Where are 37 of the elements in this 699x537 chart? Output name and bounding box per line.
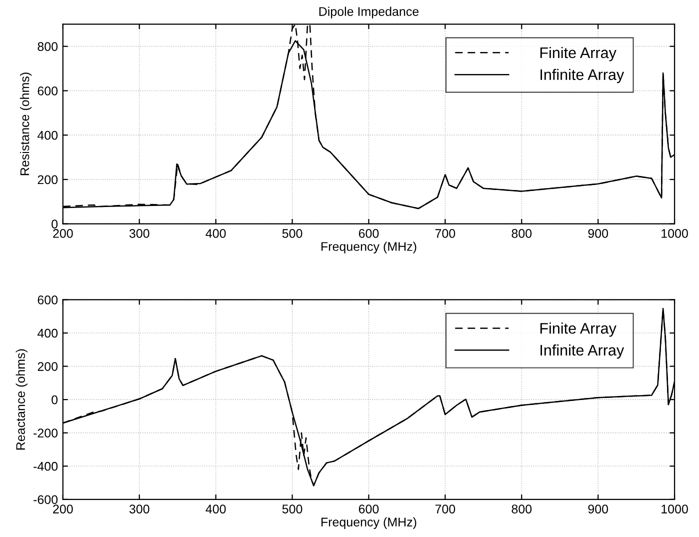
y-axis-title: Resistance (ohms): [20, 72, 32, 176]
y-axis-title: Reactance (ohms): [16, 349, 28, 450]
y-tick-label: 200: [38, 175, 58, 184]
y-tick-label: 600: [38, 86, 58, 96]
y-tick-label: 400: [37, 130, 58, 140]
y-tick-label: 200: [38, 362, 58, 371]
legend-label: Infinite Array: [540, 68, 624, 84]
x-tick-label: 900: [588, 229, 608, 238]
y-tick-label: 600: [38, 296, 58, 304]
x-tick-label: 700: [435, 504, 456, 514]
x-tick-label: 400: [206, 229, 226, 238]
y-tick-label: -200: [34, 428, 58, 438]
x-tick-label: 800: [512, 504, 532, 514]
y-tick-label: 400: [37, 328, 58, 338]
x-axis-title: Frequency (MHz): [321, 517, 416, 529]
x-tick-label: 500: [282, 229, 302, 238]
x-tick-label: 800: [512, 229, 532, 238]
y-tick-label: 800: [38, 42, 58, 52]
x-tick-label: 700: [435, 229, 456, 238]
x-tick-label: 600: [358, 229, 379, 238]
y-tick-label: 0: [52, 220, 58, 228]
x-tick-label: 900: [588, 504, 608, 514]
legend-label: Finite Array: [540, 322, 616, 337]
chart-title: Dipole Impedance: [319, 6, 419, 18]
x-tick-label: 500: [282, 504, 302, 514]
y-tick-label: -600: [34, 495, 58, 504]
x-tick-label: 600: [358, 504, 379, 514]
y-tick-label: 0: [52, 395, 58, 404]
y-tick-label: -400: [34, 462, 58, 471]
x-tick-label: 300: [129, 229, 150, 238]
x-tick-label: 400: [206, 504, 226, 514]
legend-label: Finite Array: [540, 46, 616, 62]
x-axis-title: Frequency (MHz): [321, 242, 416, 254]
x-tick-label: 1000: [662, 504, 688, 514]
x-tick-label: 300: [129, 504, 150, 514]
x-tick-label: 1000: [662, 229, 688, 238]
legend-label: Infinite Array: [540, 344, 624, 359]
